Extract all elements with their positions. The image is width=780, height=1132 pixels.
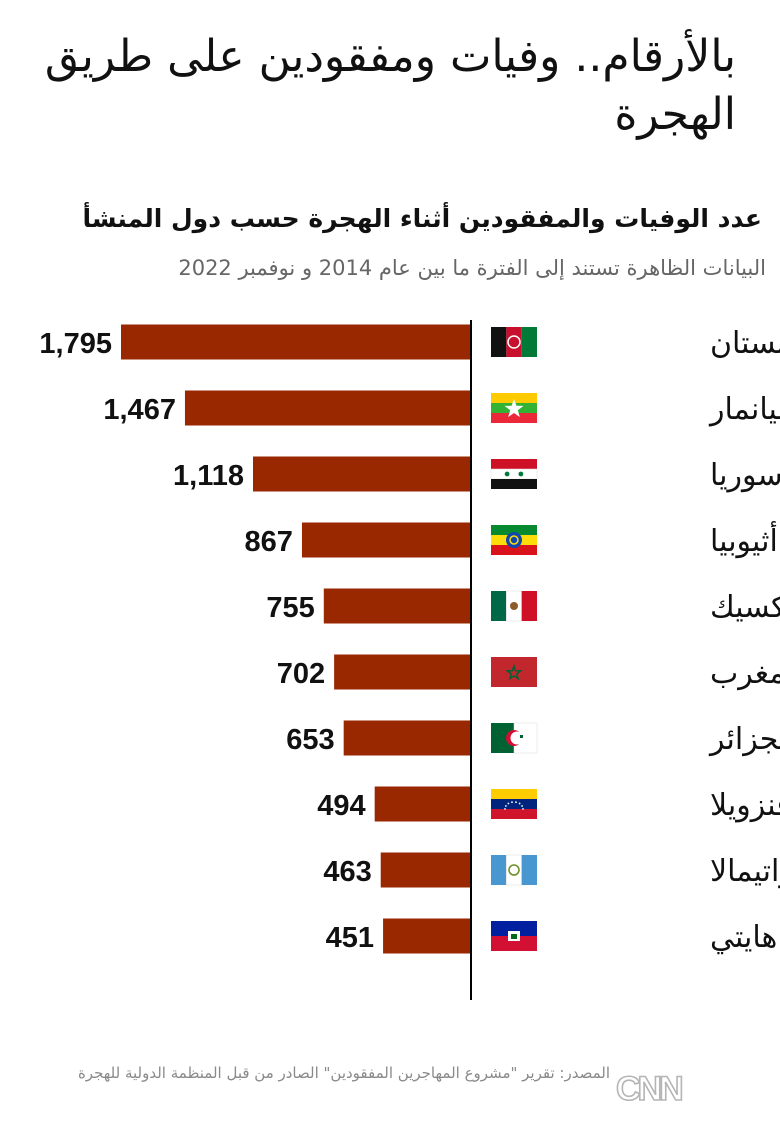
cnn-arabic-logo-icon: CNN بالعربية bbox=[615, 1069, 780, 1109]
afghanistan-flag-icon bbox=[507, 335, 521, 349]
venezuela-flag-icon bbox=[518, 802, 521, 805]
algeria-flag-icon bbox=[510, 731, 524, 745]
category-label: ميانمار bbox=[708, 392, 780, 427]
myanmar-flag-icon bbox=[491, 413, 537, 423]
venezuela-flag-icon bbox=[491, 799, 537, 809]
svg-text:CNN: CNN bbox=[616, 1070, 682, 1108]
bar bbox=[343, 720, 471, 756]
data-label: 702 bbox=[277, 658, 325, 690]
haiti-flag-icon bbox=[491, 936, 537, 951]
syria-flag-icon bbox=[491, 459, 537, 469]
bar bbox=[323, 588, 471, 624]
ethiopia-flag-icon bbox=[491, 545, 537, 555]
myanmar-flag-icon bbox=[491, 393, 537, 403]
bar bbox=[334, 654, 471, 690]
syria-flag-icon bbox=[491, 479, 537, 489]
category-label: فنزويلا bbox=[710, 788, 780, 823]
source-note: المصدر: تقرير "مشروع المهاجرين المفقودين… bbox=[77, 1064, 610, 1082]
venezuela-flag-icon bbox=[504, 805, 507, 807]
bar-chart: 1,795 أفغانستان 1,467 ميانمار 1,118 سوريا 867 أ… bbox=[39, 320, 780, 1000]
afghanistan-flag-icon bbox=[521, 327, 537, 357]
afghanistan-flag-icon bbox=[506, 327, 522, 357]
data-label: 494 bbox=[317, 790, 365, 822]
guatemala-flag-icon bbox=[521, 855, 537, 885]
mexico-flag-icon bbox=[521, 591, 537, 621]
venezuela-flag-icon bbox=[507, 802, 510, 805]
morocco-flag-icon bbox=[505, 663, 523, 681]
data-label: 755 bbox=[266, 592, 314, 624]
chart-subtitle: عدد الوفيات والمفقودين أثناء الهجرة حسب … bbox=[82, 204, 762, 233]
myanmar-flag-icon bbox=[504, 399, 524, 418]
ethiopia-flag-icon bbox=[506, 532, 522, 548]
data-label: 1,118 bbox=[173, 460, 244, 492]
guatemala-flag-icon bbox=[508, 864, 520, 876]
venezuela-flag-icon bbox=[491, 789, 537, 799]
venezuela-flag-icon bbox=[515, 801, 517, 804]
morocco-flag-icon bbox=[491, 657, 537, 687]
ethiopia-flag-icon bbox=[509, 535, 519, 545]
category-label: الجزائر bbox=[708, 722, 780, 757]
algeria-flag-icon bbox=[520, 735, 523, 738]
data-label: 1,795 bbox=[39, 328, 112, 360]
mexico-flag-icon bbox=[491, 591, 507, 621]
data-label: 653 bbox=[286, 724, 334, 756]
bar bbox=[374, 786, 471, 822]
venezuela-flag-icon bbox=[522, 808, 524, 810]
data-label: 1,467 bbox=[103, 394, 176, 426]
category-label: المكسيك bbox=[710, 590, 780, 625]
category-label: أفغانستان bbox=[710, 322, 780, 361]
chart-note: البيانات الظاهرة تستند إلى الفترة ما بين… bbox=[178, 256, 766, 280]
venezuela-flag-icon bbox=[504, 808, 506, 810]
venezuela-flag-icon bbox=[511, 801, 513, 804]
syria-flag-icon bbox=[504, 471, 510, 477]
category-label: غواتيمالا bbox=[710, 854, 780, 889]
bar bbox=[121, 324, 471, 360]
haiti-flag-icon bbox=[491, 921, 537, 936]
category-label: المغرب bbox=[710, 656, 780, 691]
algeria-flag-icon bbox=[491, 723, 514, 753]
chart-title: بالأرقام.. وفيات ومفقودين على طريق الهجر… bbox=[44, 31, 736, 140]
bar bbox=[253, 456, 471, 492]
bar bbox=[301, 522, 471, 558]
svg-text:بالعربية: بالعربية bbox=[762, 1073, 764, 1108]
afghanistan-flag-icon bbox=[491, 327, 507, 357]
category-label: سوريا bbox=[710, 458, 780, 493]
data-label: 463 bbox=[323, 856, 371, 888]
guatemala-flag-icon bbox=[491, 855, 507, 885]
venezuela-flag-icon bbox=[521, 805, 524, 807]
category-label: أثيوبيا bbox=[710, 520, 778, 559]
haiti-flag-icon bbox=[511, 934, 517, 939]
bar bbox=[184, 390, 471, 426]
data-label: 867 bbox=[245, 526, 293, 558]
cnn-arabic-logo: CNN بالعربية bbox=[614, 1060, 780, 1116]
syria-flag-icon bbox=[490, 468, 538, 480]
bar bbox=[383, 918, 471, 954]
mexico-flag-icon bbox=[510, 602, 518, 610]
venezuela-flag-icon bbox=[491, 809, 537, 819]
bar bbox=[380, 852, 471, 888]
syria-flag-icon bbox=[518, 471, 524, 477]
category-label: هايتي bbox=[710, 920, 777, 955]
data-label: 451 bbox=[326, 922, 374, 954]
ethiopia-flag-icon bbox=[491, 525, 537, 535]
